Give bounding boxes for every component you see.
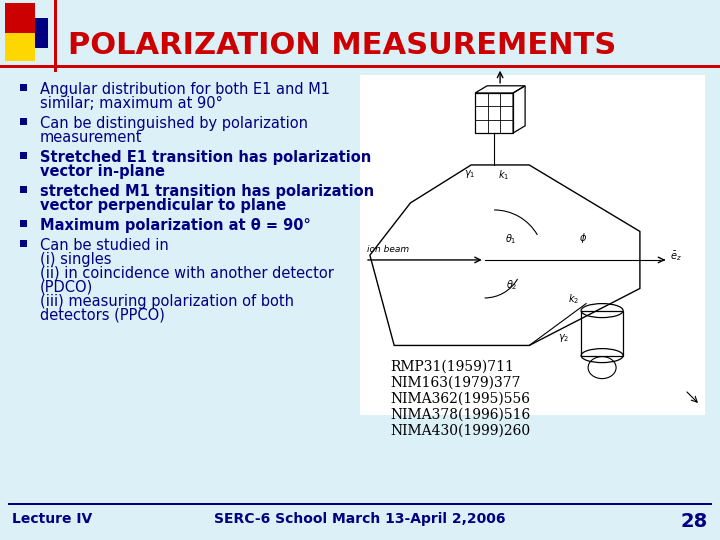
- Text: ion beam: ion beam: [367, 245, 409, 254]
- Text: (i) singles: (i) singles: [40, 252, 112, 267]
- Text: measurement: measurement: [40, 130, 143, 145]
- Bar: [20, 220, 27, 227]
- Bar: [360, 75, 705, 415]
- Text: POLARIZATION MEASUREMENTS: POLARIZATION MEASUREMENTS: [68, 30, 616, 59]
- Text: Can be studied in: Can be studied in: [40, 238, 168, 253]
- Text: NIMA378(1996)516: NIMA378(1996)516: [390, 408, 530, 422]
- Text: $\phi$: $\phi$: [579, 232, 588, 246]
- Bar: [5, 3, 35, 33]
- Text: 28: 28: [680, 512, 708, 531]
- Text: NIMA430(1999)260: NIMA430(1999)260: [390, 424, 530, 438]
- Text: $\gamma_1$: $\gamma_1$: [464, 168, 475, 180]
- Text: NIMA362(1995)556: NIMA362(1995)556: [390, 392, 530, 406]
- Text: (ii) in coincidence with another detector: (ii) in coincidence with another detecto…: [40, 266, 334, 281]
- Bar: [20, 152, 27, 159]
- Bar: [8, 503, 712, 504]
- Bar: [5, 33, 35, 61]
- Text: (PDCO): (PDCO): [40, 280, 94, 295]
- Bar: [20, 118, 27, 125]
- Text: RMP31(1959)711: RMP31(1959)711: [390, 360, 514, 374]
- Bar: [20, 240, 27, 247]
- Text: SERC-6 School March 13-April 2,2006: SERC-6 School March 13-April 2,2006: [215, 512, 505, 526]
- Bar: [0, 65, 720, 68]
- Text: Maximum polarization at θ = 90°: Maximum polarization at θ = 90°: [40, 218, 311, 233]
- Text: $k_2$: $k_2$: [568, 292, 579, 306]
- Bar: [475, 93, 513, 133]
- Text: detectors (PPCO): detectors (PPCO): [40, 308, 165, 323]
- Text: $\bar{e}_z$: $\bar{e}_z$: [670, 249, 682, 263]
- Bar: [18, 18, 48, 48]
- Text: Can be distinguished by polarization: Can be distinguished by polarization: [40, 116, 308, 131]
- Bar: [54, 0, 57, 72]
- Text: NIM163(1979)377: NIM163(1979)377: [390, 376, 521, 390]
- Text: similar; maximum at 90°: similar; maximum at 90°: [40, 96, 223, 111]
- Text: $k_1$: $k_1$: [498, 168, 510, 181]
- Text: $\gamma_2$: $\gamma_2$: [558, 332, 569, 344]
- Bar: [20, 186, 27, 193]
- Text: (iii) measuring polarization of both: (iii) measuring polarization of both: [40, 294, 294, 309]
- Text: vector in-plane: vector in-plane: [40, 164, 165, 179]
- Text: $\theta_2$: $\theta_2$: [506, 278, 518, 292]
- Bar: [20, 84, 27, 91]
- Text: Stretched E1 transition has polarization: Stretched E1 transition has polarization: [40, 150, 372, 165]
- Text: $\theta_1$: $\theta_1$: [505, 232, 516, 246]
- Text: stretched M1 transition has polarization: stretched M1 transition has polarization: [40, 184, 374, 199]
- Text: Angular distribution for both E1 and M1: Angular distribution for both E1 and M1: [40, 82, 330, 97]
- Text: Lecture IV: Lecture IV: [12, 512, 92, 526]
- Bar: [581, 310, 623, 356]
- Text: vector perpendicular to plane: vector perpendicular to plane: [40, 198, 287, 213]
